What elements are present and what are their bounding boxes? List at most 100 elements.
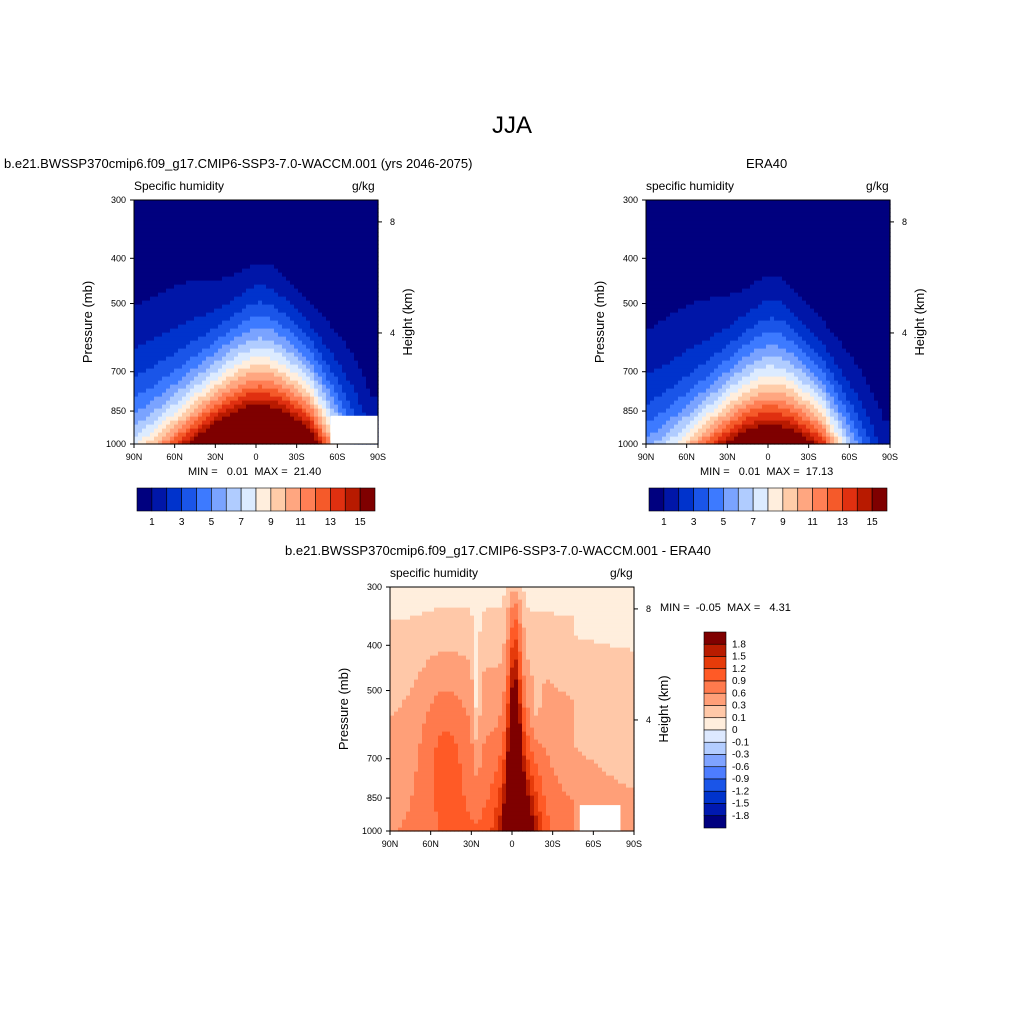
model-cell	[182, 340, 187, 345]
model-cell	[198, 200, 203, 205]
model-cell	[150, 212, 155, 217]
model-cell	[358, 260, 363, 265]
model-cell	[202, 320, 207, 325]
model-cell	[214, 324, 219, 329]
model-cell	[218, 268, 223, 273]
model-cell	[162, 308, 167, 313]
model-cell	[198, 236, 203, 241]
model-cell	[230, 228, 235, 233]
obs-cell	[694, 236, 699, 241]
obs-cell	[646, 228, 651, 233]
model-cell	[210, 320, 215, 325]
model-cell	[270, 344, 275, 349]
model-cell	[202, 280, 207, 285]
model-cell	[314, 372, 319, 377]
model-cell	[270, 428, 275, 433]
model-cell	[370, 388, 375, 393]
obs-cell	[682, 384, 687, 389]
model-cell	[370, 240, 375, 245]
obs-cell	[690, 212, 695, 217]
model-cell	[250, 208, 255, 213]
model-cell	[194, 212, 199, 217]
model-cell	[210, 284, 215, 289]
model-cell	[318, 308, 323, 313]
model-cell	[326, 352, 331, 357]
model-cell	[170, 276, 175, 281]
model-cell	[314, 416, 319, 421]
obs-cell	[698, 320, 703, 325]
model-cell	[146, 308, 151, 313]
model-cell	[150, 392, 155, 397]
obs-cell	[650, 292, 655, 297]
model-cell	[254, 416, 259, 421]
model-cell	[234, 208, 239, 213]
model-cell	[290, 372, 295, 377]
model-cell	[174, 292, 179, 297]
model-cell	[306, 216, 311, 221]
model-cell	[350, 312, 355, 317]
model-cell	[366, 256, 371, 261]
model-cell	[186, 204, 191, 209]
model-cell	[202, 232, 207, 237]
model-cell	[166, 364, 171, 369]
model-cell	[178, 256, 183, 261]
model-cell	[222, 304, 227, 309]
model-cell	[210, 256, 215, 261]
model-cell	[374, 208, 379, 213]
obs-cell	[690, 424, 695, 429]
model-cell	[142, 348, 147, 353]
model-cell	[298, 432, 303, 437]
model-cell	[354, 396, 359, 401]
model-cell	[290, 320, 295, 325]
model-cell	[274, 392, 279, 397]
model-cell	[174, 300, 179, 305]
model-cell	[162, 360, 167, 365]
obs-cell	[698, 308, 703, 313]
model-cell	[286, 352, 291, 357]
model-cell	[354, 304, 359, 309]
obs-cell	[702, 344, 707, 349]
model-cell	[330, 428, 335, 433]
model-cell	[162, 392, 167, 397]
model-cell	[330, 312, 335, 317]
model-cell	[262, 336, 267, 341]
model-cell	[178, 404, 183, 409]
model-cell	[286, 340, 291, 345]
model-cell	[134, 244, 139, 249]
model-cell	[218, 308, 223, 313]
obs-cell	[698, 300, 703, 305]
model-cell	[134, 384, 139, 389]
model-cell	[170, 408, 175, 413]
obs-cell	[694, 268, 699, 273]
obs-cell	[690, 432, 695, 437]
model-cell	[190, 308, 195, 313]
model-cell	[262, 280, 267, 285]
model-cell	[326, 204, 331, 209]
model-cell	[154, 348, 159, 353]
model-cell	[202, 284, 207, 289]
model-cell	[374, 388, 379, 393]
model-cell	[294, 416, 299, 421]
model-cell	[338, 212, 343, 217]
obs-cell	[710, 284, 715, 289]
model-y-tick-label: 700	[111, 367, 126, 377]
model-cell	[166, 312, 171, 317]
model-cell	[354, 372, 359, 377]
obs-cell	[694, 284, 699, 289]
model-cell	[370, 204, 375, 209]
obs-cell	[674, 348, 679, 353]
model-cell	[266, 404, 271, 409]
model-cell	[266, 208, 271, 213]
model-cell	[282, 240, 287, 245]
model-cell	[374, 352, 379, 357]
model-cell	[166, 292, 171, 297]
model-cell	[350, 304, 355, 309]
model-cell	[230, 332, 235, 337]
obs-cell	[718, 236, 723, 241]
model-cell	[166, 320, 171, 325]
obs-cell	[670, 308, 675, 313]
obs-cell	[670, 268, 675, 273]
model-cell	[242, 232, 247, 237]
model-cell	[142, 336, 147, 341]
model-cell	[270, 248, 275, 253]
